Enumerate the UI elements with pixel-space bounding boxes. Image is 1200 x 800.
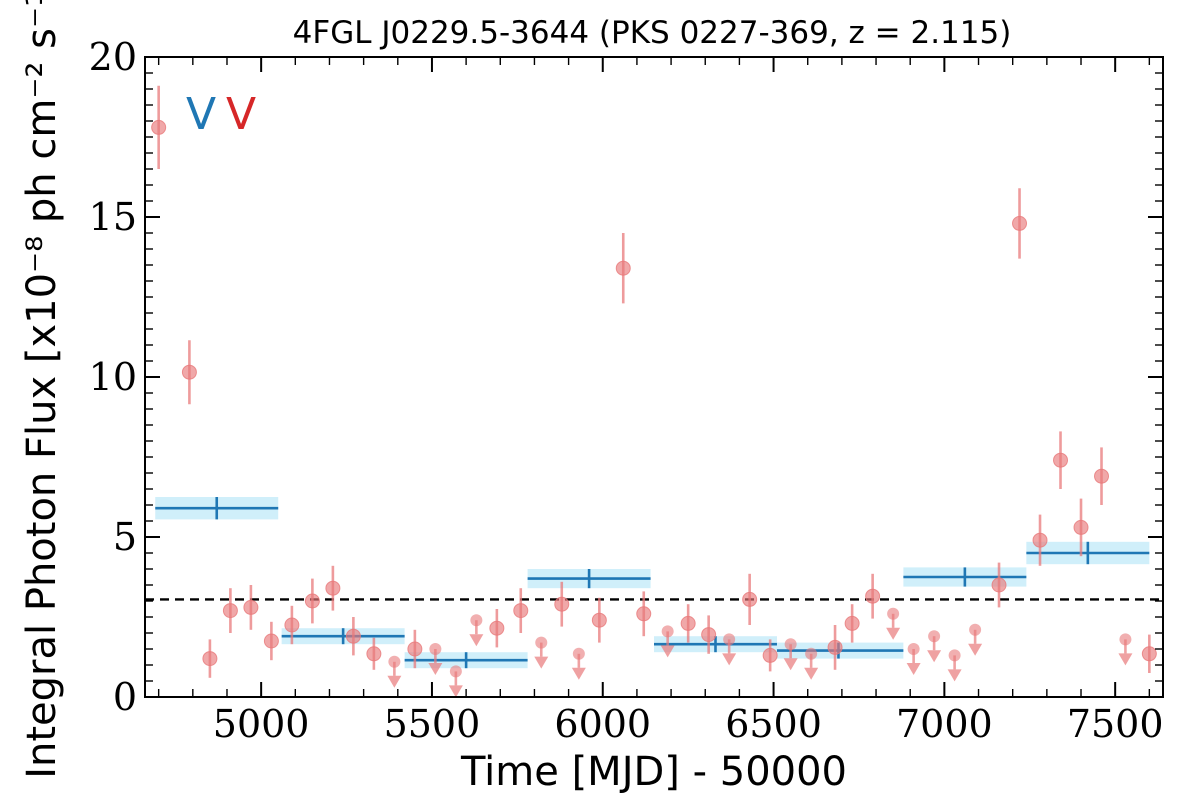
upper-limit-arrow: [927, 650, 942, 663]
y-tick-label: 15: [89, 195, 137, 239]
upper-limit-arrow: [886, 627, 901, 640]
data-point: [345, 628, 361, 644]
x-tick-label: 5000: [213, 702, 310, 746]
data-point: [1141, 646, 1157, 662]
legend-entry-red: V: [226, 89, 256, 140]
data-point: [489, 620, 505, 636]
upper-limit-arrow: [534, 656, 549, 669]
upper-limit-markers: [387, 607, 1133, 698]
data-point: [222, 603, 238, 619]
legend-entry-blue: V: [186, 89, 216, 140]
data-point: [1053, 452, 1069, 468]
plot-frame: [144, 56, 1164, 698]
data-point: [304, 593, 320, 609]
data-point: [742, 591, 758, 607]
data-point: [701, 627, 717, 643]
x-axis-label: Time [MJD] - 50000: [460, 749, 847, 795]
x-tick-label: 6500: [725, 702, 822, 746]
data-point: [991, 577, 1007, 593]
upper-limit-arrow: [968, 643, 983, 656]
x-tick-label: 7500: [1067, 702, 1164, 746]
y-tick-label: 0: [113, 675, 137, 719]
upper-limit-arrow: [428, 663, 443, 675]
y-axis-label: Integral Photon Flux [x10⁻⁸ ph cm⁻² s⁻¹]: [19, 0, 65, 779]
y-tick-labels: 0 5 10 15 20: [89, 35, 137, 719]
data-point: [181, 364, 197, 380]
data-point: [827, 639, 843, 655]
upper-limit-arrow: [804, 667, 819, 680]
data-point: [1032, 532, 1048, 548]
data-point: [284, 617, 300, 633]
upper-limit-arrow: [469, 634, 484, 647]
data-point: [865, 588, 881, 604]
legend: V V: [186, 89, 256, 140]
data-point: [366, 646, 382, 662]
data-point: [151, 119, 167, 135]
y-tick-label: 20: [89, 35, 137, 79]
data-point: [1012, 215, 1028, 231]
upper-limit-arrow: [722, 653, 737, 666]
data-point: [680, 615, 696, 631]
x-tick-label: 7000: [896, 702, 993, 746]
data-point: [202, 651, 218, 667]
data-point: [844, 615, 860, 631]
y-tick-label: 10: [89, 355, 137, 399]
upper-limit-arrow: [783, 658, 798, 671]
data-point: [591, 612, 607, 628]
upper-limit-arrow: [387, 675, 402, 688]
data-point: [513, 603, 529, 619]
data-point: [325, 580, 341, 596]
data-point: [243, 599, 259, 615]
x-tick-label: 6000: [554, 702, 651, 746]
x-tick-labels: 5000 5500 6000 6500 7000 7500: [213, 702, 1164, 746]
data-point: [1073, 519, 1089, 535]
data-point: [1094, 468, 1110, 484]
data-point: [636, 606, 652, 622]
chart-title: 4FGL J0229.5-3644 (PKS 0227-369, z = 2.1…: [293, 15, 1012, 51]
y-tick-label: 5: [113, 515, 137, 559]
data-point: [615, 260, 631, 276]
axis-ticks: [145, 56, 1163, 698]
data-point: [554, 596, 570, 612]
data-point: [762, 647, 778, 663]
upper-limit-arrow: [947, 669, 962, 682]
upper-limit-arrow: [906, 663, 921, 675]
data-point: [263, 633, 279, 649]
data-point: [407, 641, 423, 657]
flux-points: [151, 85, 1157, 678]
upper-limit-arrow: [1118, 653, 1133, 666]
upper-limit-arrow: [660, 645, 675, 658]
upper-limit-arrow: [448, 685, 463, 698]
x-tick-label: 5500: [384, 702, 481, 746]
upper-limit-arrow: [571, 667, 586, 680]
